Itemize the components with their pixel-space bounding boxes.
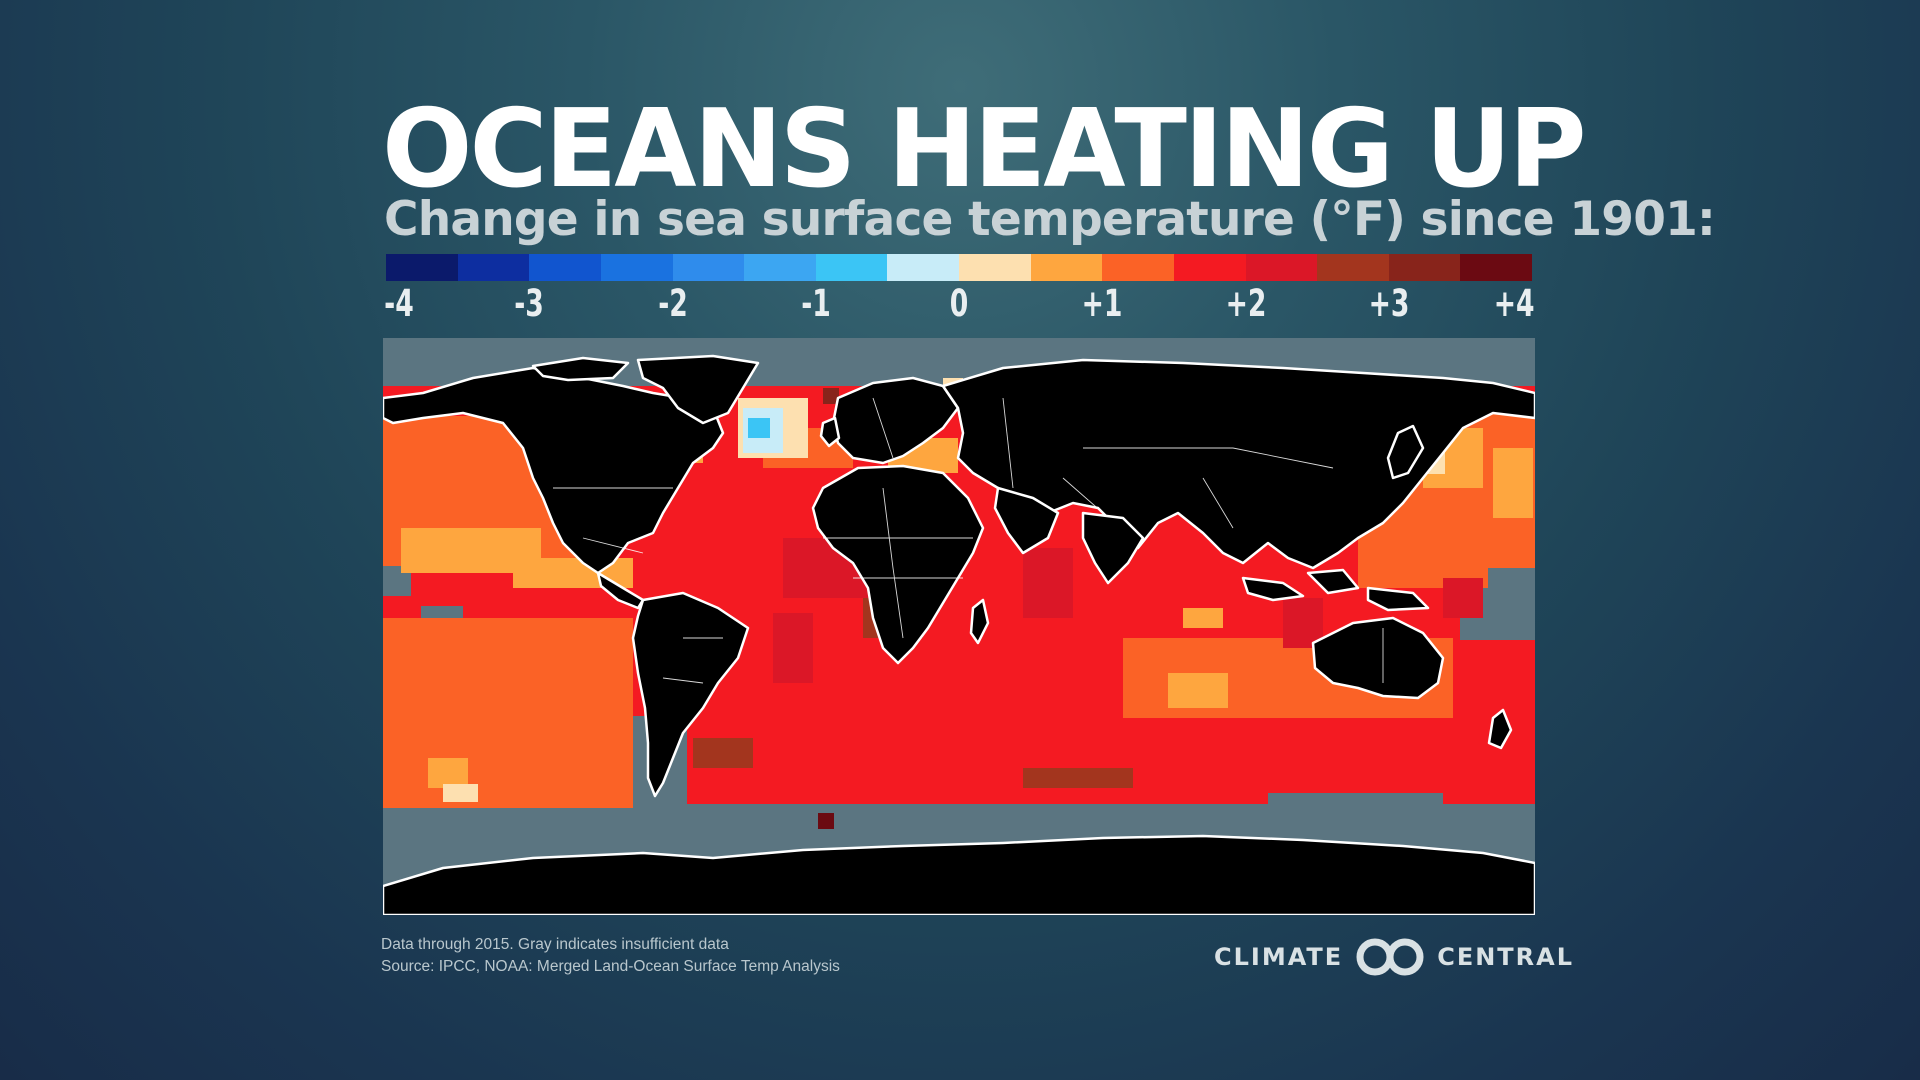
- border-africa-north-south: [882, 487, 904, 639]
- ocean-cell-south-pacific: [383, 618, 633, 808]
- logo-word-climate: CLIMATE: [1214, 943, 1344, 971]
- legend-swatch: [815, 254, 888, 281]
- ocean-cell-brazil-current: [773, 613, 813, 683]
- british-isles: [819, 416, 841, 448]
- legend-swatch: [1388, 254, 1461, 281]
- legend-swatch: [1173, 254, 1246, 281]
- country-borders: [553, 397, 1384, 684]
- legend-tick-label: -4: [384, 282, 414, 325]
- legend-swatch: [1317, 254, 1389, 281]
- insufficient-data-south-indian: [1268, 793, 1443, 813]
- legend-swatch: [457, 254, 530, 281]
- japan: [1386, 424, 1425, 480]
- ocean-cell-arctic-dark: [823, 388, 839, 404]
- ocean-cell-arabian-sea: [1023, 548, 1073, 618]
- ocean-cell-drake-dark: [818, 813, 834, 829]
- sea-surface-temperature-map: [383, 338, 1535, 915]
- chart-title: OCEANS HEATING UP: [382, 87, 1587, 212]
- legend-tick-label: +1: [1081, 282, 1123, 325]
- ocean-cell-sw-pacific-light: [428, 758, 468, 788]
- land-masses: [383, 354, 1535, 915]
- ocean-cell-timor-sea: [1283, 598, 1323, 648]
- legend-swatch: [1460, 254, 1532, 281]
- world-map: [383, 338, 1535, 915]
- legend-swatch: [386, 254, 458, 281]
- legend-swatch: [1030, 254, 1103, 281]
- legend-tick-label: +4: [1493, 282, 1535, 325]
- legend-tick-label: 0: [949, 282, 969, 325]
- ocean-cell-coral-sea: [1443, 578, 1483, 618]
- legend-tick-label: -3: [514, 282, 545, 325]
- central-america: [596, 571, 645, 610]
- chart-subtitle: Change in sea surface temperature (°F) s…: [384, 192, 1716, 247]
- climate-central-logo: CLIMATE CENTRAL: [1214, 938, 1574, 976]
- canadian-arctic-islands: [531, 356, 630, 382]
- south-america: [631, 591, 750, 798]
- logo-rings-icon: [1356, 938, 1424, 976]
- borneo: [1306, 568, 1360, 595]
- border-central-asia: [1083, 447, 1334, 469]
- legend-swatch: [1245, 254, 1318, 281]
- antarctica: [383, 834, 1535, 915]
- legend-swatch: [672, 254, 745, 281]
- greenland: [636, 354, 760, 425]
- color-legend-bar: [386, 254, 1532, 281]
- source-note: Source: IPCC, NOAA: Merged Land-Ocean Su…: [381, 958, 840, 975]
- ocean-cell-south-pacific-neutral: [443, 784, 478, 802]
- ocean-cell-argentine-brown: [693, 738, 753, 768]
- legend-swatch: [887, 254, 959, 281]
- australia: [1311, 616, 1445, 700]
- legend-tick-label: +3: [1368, 282, 1410, 325]
- madagascar: [969, 598, 990, 645]
- border-russia-west: [1002, 397, 1014, 489]
- legend-swatch: [959, 254, 1031, 281]
- ocean-cell-mozambique-light: [1183, 608, 1223, 628]
- sumatra-java: [1241, 576, 1305, 602]
- border-us-mexico: [582, 537, 644, 554]
- ocean-cell-agulhas-brown: [1023, 768, 1133, 788]
- new-zealand: [1487, 708, 1513, 750]
- logo-word-central: CENTRAL: [1437, 943, 1575, 971]
- legend-swatch: [600, 254, 673, 281]
- legend-tick-label: -2: [657, 282, 688, 325]
- ocean-cell-nw-pacific-light: [1493, 448, 1533, 518]
- legend-swatch: [744, 254, 816, 281]
- europe: [831, 376, 960, 465]
- border-china-southeast-asia: [1202, 477, 1234, 529]
- africa: [811, 464, 985, 665]
- data-note: Data through 2015. Gray indicates insuff…: [381, 936, 729, 953]
- legend-tick-label: +2: [1225, 282, 1266, 325]
- legend-swatch: [529, 254, 601, 281]
- ocean-cell-south-indian-light: [1168, 673, 1228, 708]
- legend-tick-label: -1: [800, 282, 831, 325]
- india: [1081, 511, 1145, 585]
- legend-swatch: [1102, 254, 1174, 281]
- border-argentina: [662, 677, 704, 684]
- color-legend-ticks: -4 -3 -2 -1 0 +1 +2 +3 +4: [384, 282, 1535, 330]
- ocean-cell-greenland-cold: [748, 418, 770, 438]
- border-scandinavia: [872, 397, 894, 459]
- new-guinea: [1366, 586, 1430, 612]
- arabian-peninsula: [993, 486, 1060, 555]
- north-america: [383, 366, 725, 575]
- border-iran-pakistan: [1062, 477, 1104, 514]
